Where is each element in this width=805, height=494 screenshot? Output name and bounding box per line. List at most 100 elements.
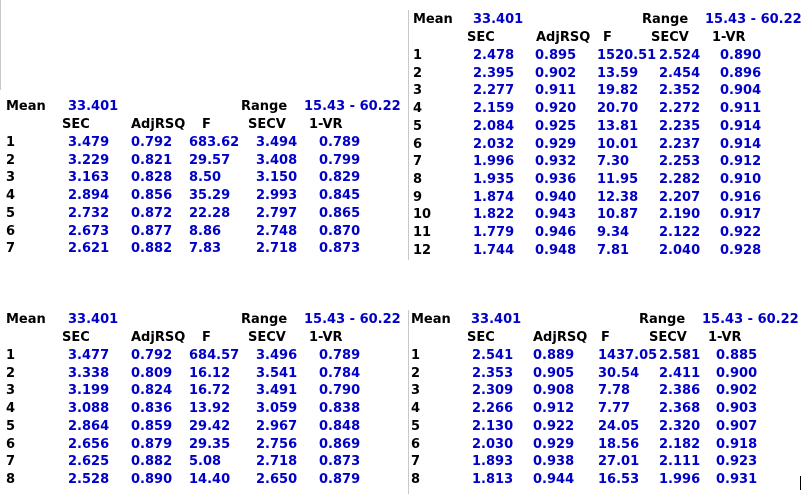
sec-value: 1.822 [473,207,515,223]
row-index: 3 [411,383,421,399]
row-index: 1 [6,348,16,363]
sec-value: 2.395 [473,65,515,81]
one-minus-vr-value: 0.896 [720,65,762,81]
f-value: 35.29 [189,188,231,204]
f-value: 29.42 [189,418,231,434]
f-value: 13.81 [597,118,639,134]
sec-value: 1.779 [473,225,515,240]
sec-value: 2.032 [473,136,515,152]
row-index: 12 [413,242,432,258]
one-minus-vr-value: 0.914 [720,118,762,134]
f-value: 22.28 [189,205,231,221]
header-secv: SECV [248,117,286,132]
sec-value: 2.130 [472,418,514,434]
one-minus-vr-value: 0.914 [720,136,762,152]
adjrsq-value: 0.944 [533,471,575,487]
one-minus-vr-value: 0.870 [319,223,361,239]
f-value: 7.78 [598,383,631,399]
f-value: 18.56 [598,436,640,452]
f-value: 683.62 [189,135,240,150]
header-1-vr: 1-VR [309,330,343,345]
adjrsq-value: 0.940 [535,189,577,205]
adjrsq-value: 0.828 [131,170,173,186]
one-minus-vr-value: 0.922 [720,225,762,240]
secv-value: 2.411 [659,365,701,381]
range-label: Range [241,312,288,327]
secv-value: 2.748 [256,223,298,239]
header-adjrsq: AdjRSQ [536,30,591,45]
range-value: 15.43 - 60.22 [304,312,401,327]
secv-value: 2.756 [256,436,298,452]
mean-label: Mean [411,312,451,327]
adjrsq-value: 0.943 [535,207,577,223]
secv-value: 3.408 [256,152,298,168]
header-sec: SEC [62,330,90,345]
secv-value: 2.797 [256,205,298,221]
sec-value: 2.541 [472,348,514,363]
f-value: 8.50 [189,170,222,186]
adjrsq-value: 0.948 [535,242,577,258]
f-value: 16.72 [189,383,231,399]
f-value: 12.38 [597,189,639,205]
adjrsq-value: 0.932 [535,154,577,170]
adjrsq-value: 0.946 [535,225,577,240]
f-value: 5.08 [189,454,222,470]
sec-value: 3.199 [68,383,110,399]
secv-value: 3.491 [256,383,298,399]
one-minus-vr-value: 0.928 [720,242,762,258]
f-value: 9.34 [597,225,630,240]
sec-value: 2.084 [473,118,515,134]
row-index: 2 [6,365,16,381]
f-value: 7.30 [597,154,630,170]
one-minus-vr-value: 0.845 [319,188,361,204]
adjrsq-value: 0.908 [533,383,575,399]
secv-value: 2.368 [659,401,701,417]
f-value: 13.92 [189,401,231,417]
one-minus-vr-value: 0.873 [319,454,361,470]
row-index: 5 [6,205,16,221]
header-secv: SECV [649,330,687,345]
sec-value: 1.996 [473,154,515,170]
secv-value: 3.541 [256,365,298,381]
adjrsq-value: 0.824 [131,383,173,399]
one-minus-vr-value: 0.904 [720,83,762,99]
header-1-vr: 1-VR [712,30,746,45]
adjrsq-value: 0.920 [535,101,577,117]
row-index: 6 [411,436,421,452]
header-sec: SEC [467,330,495,345]
adjrsq-value: 0.929 [535,136,577,152]
mean-value: 33.401 [471,312,522,327]
mean-label: Mean [413,12,453,27]
sec-value: 2.864 [68,418,110,434]
sec-value: 1.744 [473,242,515,258]
one-minus-vr-value: 0.931 [716,471,758,487]
sec-value: 3.163 [68,170,110,186]
secv-value: 2.386 [659,383,701,399]
row-index: 5 [6,418,16,434]
row-index: 4 [413,101,423,117]
range-value: 15.43 - 60.22 [705,12,802,27]
one-minus-vr-value: 0.911 [720,101,762,117]
one-minus-vr-value: 0.879 [319,471,361,487]
adjrsq-value: 0.877 [131,223,173,239]
one-minus-vr-value: 0.910 [720,171,762,187]
row-index: 8 [413,171,423,187]
f-value: 7.83 [189,241,222,257]
sec-value: 1.813 [472,471,514,487]
secv-value: 2.718 [256,241,298,257]
sec-value: 2.309 [472,383,514,399]
one-minus-vr-value: 0.869 [319,436,361,452]
one-minus-vr-value: 0.923 [716,454,758,470]
sec-value: 3.477 [68,348,110,363]
text-cursor [800,476,801,490]
secv-value: 2.111 [659,454,701,470]
secv-value: 2.040 [659,242,701,258]
row-index: 7 [6,454,16,470]
f-value: 30.54 [598,365,640,381]
adjrsq-value: 0.905 [533,365,575,381]
row-index: 4 [411,401,421,417]
adjrsq-value: 0.922 [533,418,575,434]
one-minus-vr-value: 0.907 [716,418,758,434]
sec-value: 2.266 [472,401,514,417]
secv-value: 2.235 [659,118,701,134]
